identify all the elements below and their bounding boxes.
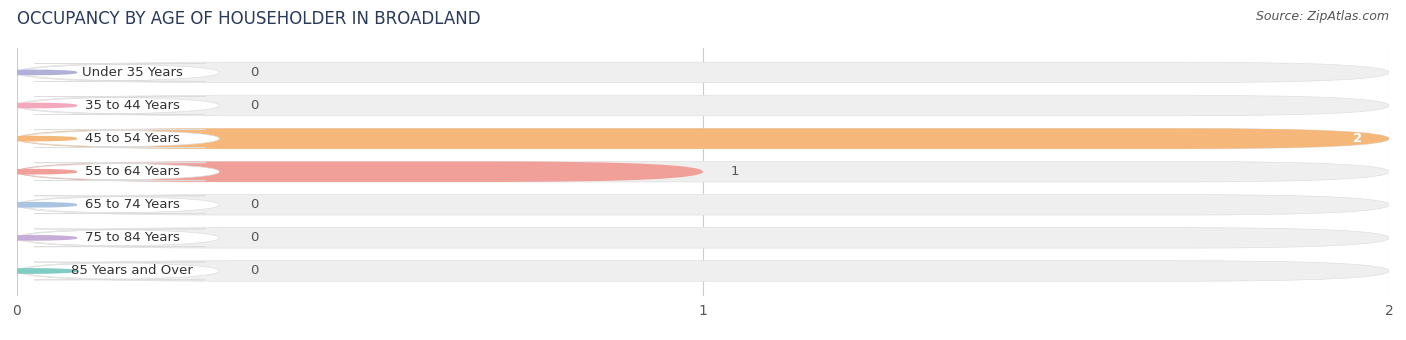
Circle shape — [0, 136, 76, 141]
Circle shape — [0, 170, 76, 174]
Text: 45 to 54 Years: 45 to 54 Years — [84, 132, 180, 145]
FancyBboxPatch shape — [20, 163, 219, 181]
Text: Source: ZipAtlas.com: Source: ZipAtlas.com — [1256, 10, 1389, 23]
FancyBboxPatch shape — [17, 194, 1389, 215]
Text: 0: 0 — [250, 66, 259, 79]
FancyBboxPatch shape — [17, 162, 703, 182]
Text: 2: 2 — [1353, 132, 1361, 145]
Text: 0: 0 — [250, 198, 259, 211]
Text: 0: 0 — [250, 232, 259, 244]
FancyBboxPatch shape — [17, 227, 1389, 248]
Circle shape — [0, 70, 76, 74]
Circle shape — [0, 103, 76, 108]
Text: 55 to 64 Years: 55 to 64 Years — [84, 165, 180, 178]
Text: 65 to 74 Years: 65 to 74 Years — [84, 198, 180, 211]
FancyBboxPatch shape — [17, 162, 1389, 182]
Text: 1: 1 — [731, 165, 740, 178]
FancyBboxPatch shape — [20, 196, 219, 214]
FancyBboxPatch shape — [20, 64, 219, 81]
Circle shape — [0, 269, 76, 273]
FancyBboxPatch shape — [17, 128, 1389, 149]
FancyBboxPatch shape — [20, 262, 219, 280]
Text: Under 35 Years: Under 35 Years — [82, 66, 183, 79]
Text: 75 to 84 Years: 75 to 84 Years — [84, 232, 180, 244]
Text: 35 to 44 Years: 35 to 44 Years — [84, 99, 180, 112]
FancyBboxPatch shape — [20, 130, 219, 148]
Circle shape — [0, 203, 76, 207]
FancyBboxPatch shape — [17, 95, 1389, 116]
Text: 0: 0 — [250, 99, 259, 112]
Text: 85 Years and Over: 85 Years and Over — [72, 265, 193, 277]
Text: 0: 0 — [250, 265, 259, 277]
Text: OCCUPANCY BY AGE OF HOUSEHOLDER IN BROADLAND: OCCUPANCY BY AGE OF HOUSEHOLDER IN BROAD… — [17, 10, 481, 28]
FancyBboxPatch shape — [17, 128, 1389, 149]
FancyBboxPatch shape — [17, 261, 1389, 281]
FancyBboxPatch shape — [17, 62, 1389, 83]
FancyBboxPatch shape — [20, 229, 219, 247]
Circle shape — [0, 236, 76, 240]
FancyBboxPatch shape — [20, 97, 219, 115]
